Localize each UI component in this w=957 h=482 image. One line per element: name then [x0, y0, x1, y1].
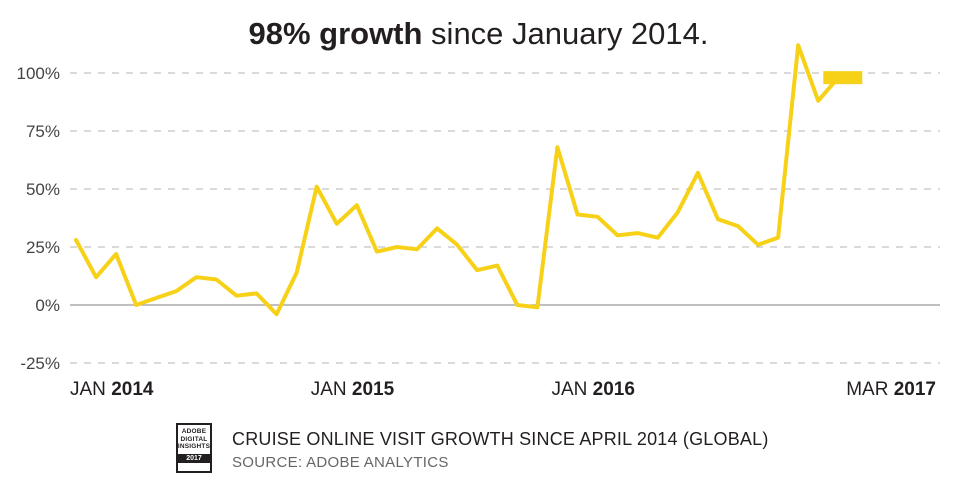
y-tick-label: 50%: [26, 180, 60, 199]
data-point: [555, 145, 559, 149]
data-point: [576, 213, 579, 216]
x-tick-label: JAN 2016: [551, 379, 634, 400]
data-point: [395, 245, 399, 249]
data-point: [676, 210, 680, 214]
data-point: [355, 203, 359, 207]
data-point: [275, 312, 279, 316]
y-tick-label: 0%: [35, 296, 60, 315]
data-point: [435, 226, 439, 230]
logo-text-line3: INSIGHTS: [177, 443, 211, 450]
data-point: [134, 303, 138, 307]
chart-caption: CRUISE ONLINE VISIT GROWTH SINCE APRIL 2…: [232, 429, 769, 449]
x-tick-label: MAR 2017: [846, 379, 936, 400]
x-tick-label: JAN 2014: [70, 379, 154, 400]
data-point: [616, 233, 620, 237]
data-point: [315, 185, 319, 189]
data-point: [535, 305, 539, 309]
logo-text-line1: ADOBE: [181, 428, 207, 435]
chart-title-bold: 98% growth: [248, 16, 423, 51]
y-axis-ticks: 100% 75% 50% 25% 0% -25%: [17, 64, 60, 373]
line-chart: 100%75%50%25%0%-25% JAN 2014 JAN 2015 JAN …: [17, 43, 940, 400]
data-point: [515, 303, 519, 307]
data-point: [796, 43, 800, 47]
x-axis-ticks: JAN 2014 JAN 2015 JAN 2016 MAR 2017: [70, 379, 936, 400]
logo-year: 2017: [178, 453, 210, 463]
gridlines: [70, 72, 940, 364]
chart-title-rest: since January 2014.: [422, 16, 709, 51]
data-point: [94, 275, 98, 279]
data-point: [214, 278, 218, 281]
data-point: [756, 243, 760, 247]
logo-text-line2: DIGITAL: [180, 435, 208, 443]
data-point: [636, 231, 640, 235]
data-point: [295, 271, 299, 274]
data-point: [415, 247, 419, 251]
y-tick-label: -25%: [20, 354, 60, 373]
data-point: [194, 275, 198, 279]
data-point: [235, 294, 238, 298]
y-tick-label: 25%: [26, 238, 60, 257]
data-point: [696, 171, 700, 175]
data-point: [255, 291, 258, 295]
data-point: [716, 217, 720, 221]
y-tick-label: 75%: [26, 122, 60, 141]
growth-series-line: [74, 43, 841, 317]
chart-source: SOURCE: ADOBE ANALYTICS: [232, 454, 449, 471]
data-point: [174, 289, 178, 293]
data-point: [455, 243, 459, 247]
x-tick-label: JAN 2015: [311, 379, 395, 400]
data-point: [74, 238, 78, 242]
data-point: [656, 236, 660, 240]
data-point: [776, 236, 780, 240]
data-point: [335, 222, 339, 226]
data-point: [736, 224, 740, 228]
data-point: [475, 268, 479, 272]
data-point: [154, 296, 158, 300]
data-point: [114, 252, 118, 256]
end-value-marker: [823, 71, 863, 85]
chart-title: 98% growth since January 2014.: [0, 14, 957, 54]
data-point: [375, 250, 379, 254]
data-point: [816, 99, 820, 103]
data-point: [495, 264, 499, 268]
y-tick-label: 100%: [17, 64, 60, 83]
series-layer: [74, 43, 863, 317]
adobe-digital-insights-logo: ADOBE DIGITAL INSIGHTS 2017: [176, 423, 212, 473]
data-point: [596, 215, 600, 219]
